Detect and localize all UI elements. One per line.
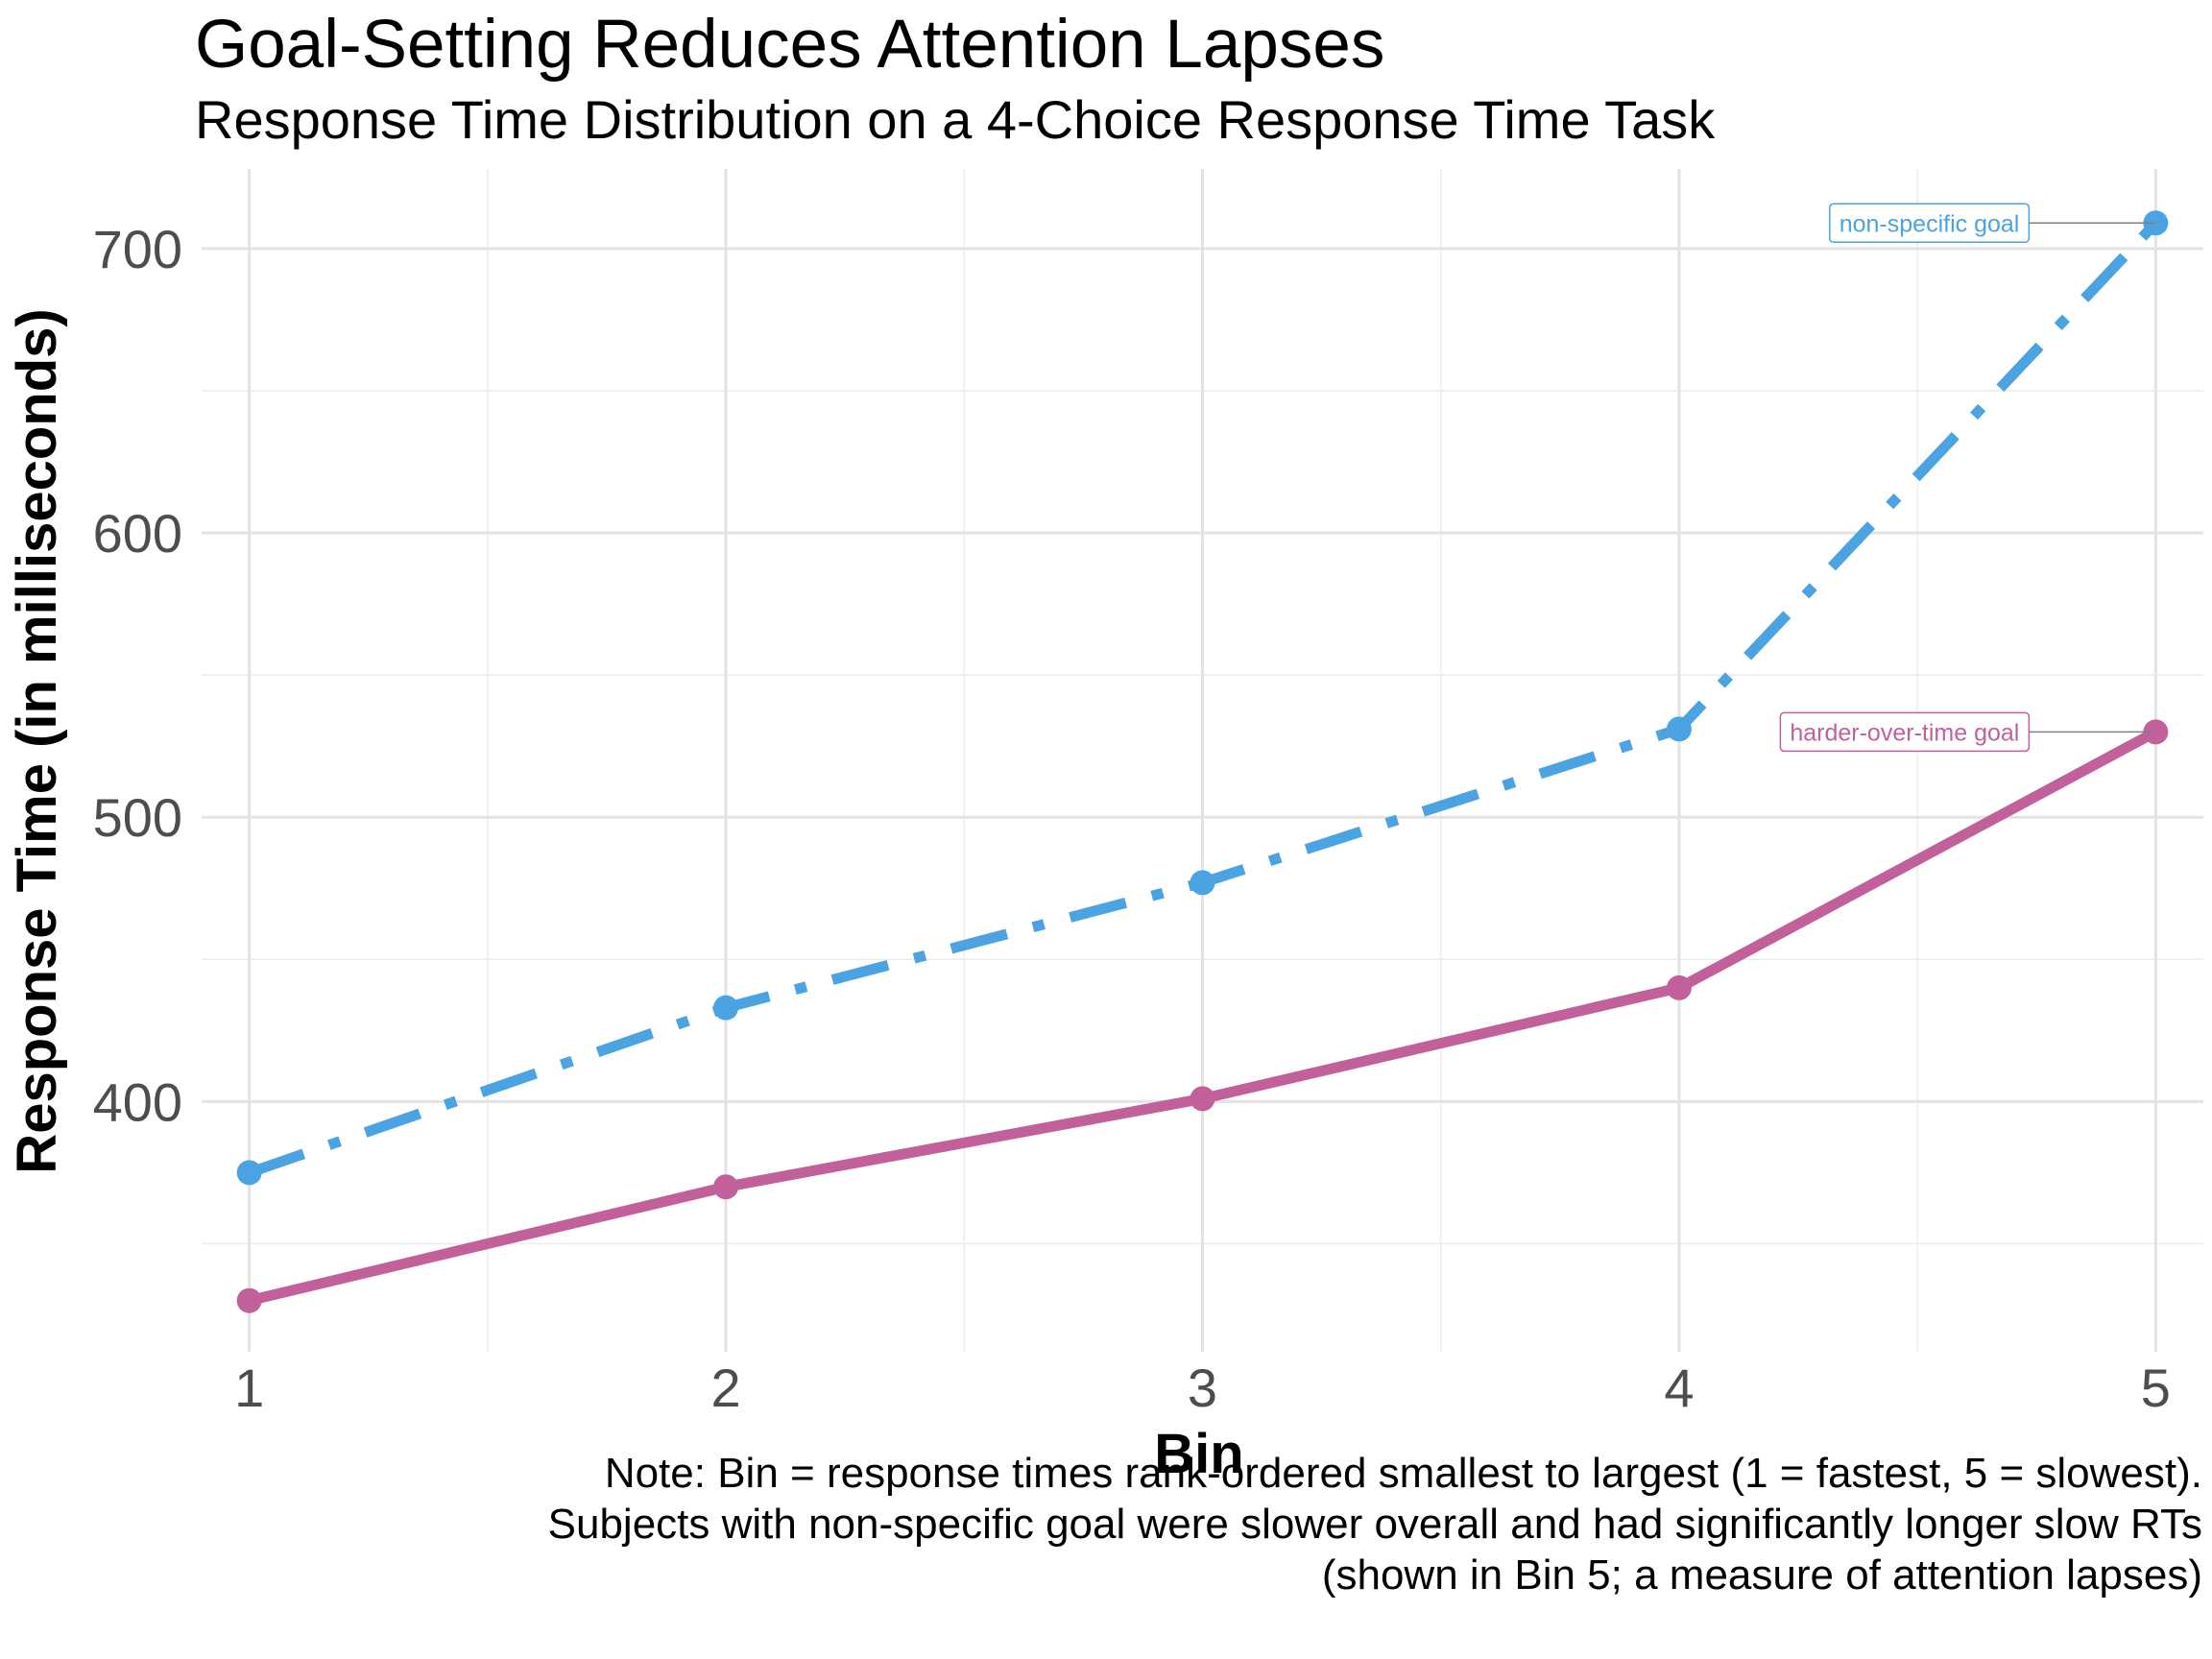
series-label-text: harder-over-time goal <box>1790 719 2019 746</box>
chart-title: Goal-Setting Reduces Attention Lapses <box>195 7 1385 83</box>
x-axis-tick-labels: 1 2 3 4 5 <box>234 1358 2171 1418</box>
y-tick-label: 500 <box>93 787 182 848</box>
x-tick-label: 1 <box>234 1358 264 1418</box>
data-point <box>236 1160 262 1186</box>
caption-line: (shown in Bin 5; a measure of attention … <box>1321 1551 2202 1599</box>
caption-line: Subjects with non-specific goal were slo… <box>547 1501 2202 1548</box>
data-point <box>1666 716 1692 742</box>
y-tick-label: 600 <box>93 503 182 564</box>
data-point <box>1666 974 1692 1000</box>
major-gridlines <box>202 169 2203 1352</box>
caption-line: Note: Bin = response times rank-ordered … <box>604 1450 2202 1497</box>
data-point <box>713 1174 739 1200</box>
series-labels: non-specific goal harder-over-time goal <box>1779 203 2156 753</box>
series-label-1: non-specific goal <box>1828 203 2156 244</box>
x-tick-label: 2 <box>710 1358 740 1418</box>
chart-subtitle: Response Time Distribution on a 4-Choice… <box>195 89 1716 150</box>
y-axis-title: Response Time (in milliseconds) <box>6 308 68 1173</box>
series-label-text: non-specific goal <box>1839 210 2020 237</box>
data-point <box>236 1287 262 1313</box>
chart-caption: Note: Bin = response times rank-ordered … <box>548 1448 2202 1600</box>
x-tick-label: 5 <box>2141 1358 2171 1418</box>
data-point <box>1190 1086 1215 1112</box>
x-tick-label: 4 <box>1664 1358 1694 1418</box>
y-axis-tick-labels: 400 500 600 700 <box>93 219 182 1132</box>
data-point <box>713 995 739 1021</box>
y-tick-label: 700 <box>93 219 182 279</box>
series-label-2: harder-over-time goal <box>1779 711 2156 753</box>
series-points <box>236 210 2169 1313</box>
x-axis-title: Bin <box>1154 1423 1243 1485</box>
data-point <box>1190 870 1215 896</box>
y-tick-label: 400 <box>93 1071 182 1132</box>
x-tick-label: 3 <box>1188 1358 1217 1418</box>
